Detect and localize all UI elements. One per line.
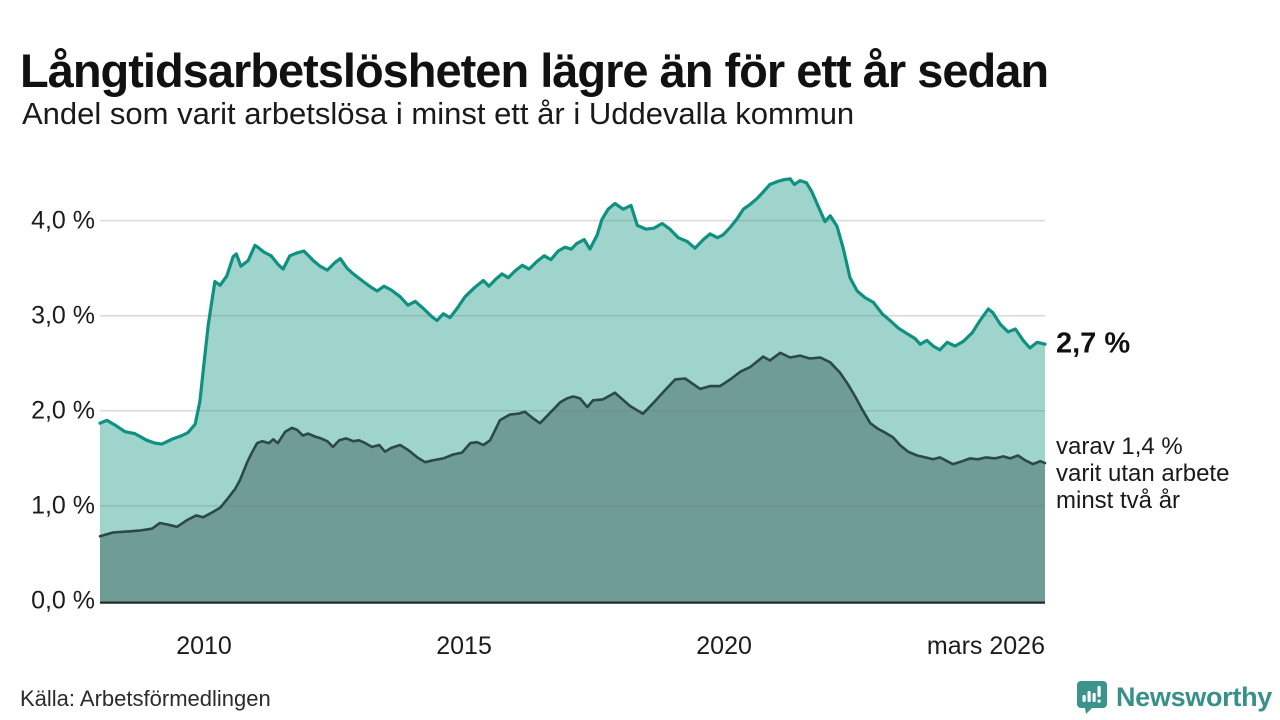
y-tick-label-1: 1,0 % (31, 491, 95, 520)
y-tick-label-2: 2,0 % (31, 396, 95, 425)
newsworthy-logo[interactable]: Newsworthy (1076, 680, 1272, 714)
x-tick-label-2020: 2020 (696, 632, 752, 660)
x-tick-label-mars-2026: mars 2026 (926, 632, 1045, 660)
line-one-year (98, 177, 1047, 446)
secondary-annotation: varav 1,4 % varit utan arbete minst två … (1056, 433, 1229, 514)
line-two-years (98, 351, 1047, 538)
annotation-line-2: varit utan arbete (1056, 460, 1230, 488)
x-tick-label-2010: 2010 (176, 632, 232, 660)
y-tick-label-0: 0,0 % (31, 586, 95, 615)
annotation-line-1: varav 1,4 % (1056, 433, 1183, 461)
y-tick-label-3: 3,0 % (31, 301, 95, 330)
latest-value-label: 2,7 % (1056, 327, 1131, 360)
annotation-line-3: minst två år (1056, 487, 1181, 515)
chart-subtitle: Andel som varit arbetslösa i minst ett å… (22, 96, 855, 131)
page-title: Långtidsarbetslösheten lägre än för ett … (20, 44, 1049, 98)
brand-name: Newsworthy (1115, 681, 1272, 712)
x-tick-label-2015: 2015 (436, 632, 492, 660)
source-text: Källa: Arbetsförmedlingen (20, 686, 271, 711)
y-tick-label-4: 4,0 % (31, 206, 95, 235)
newsworthy-icon (1076, 681, 1107, 714)
area-fill-two-years (100, 352, 1045, 601)
